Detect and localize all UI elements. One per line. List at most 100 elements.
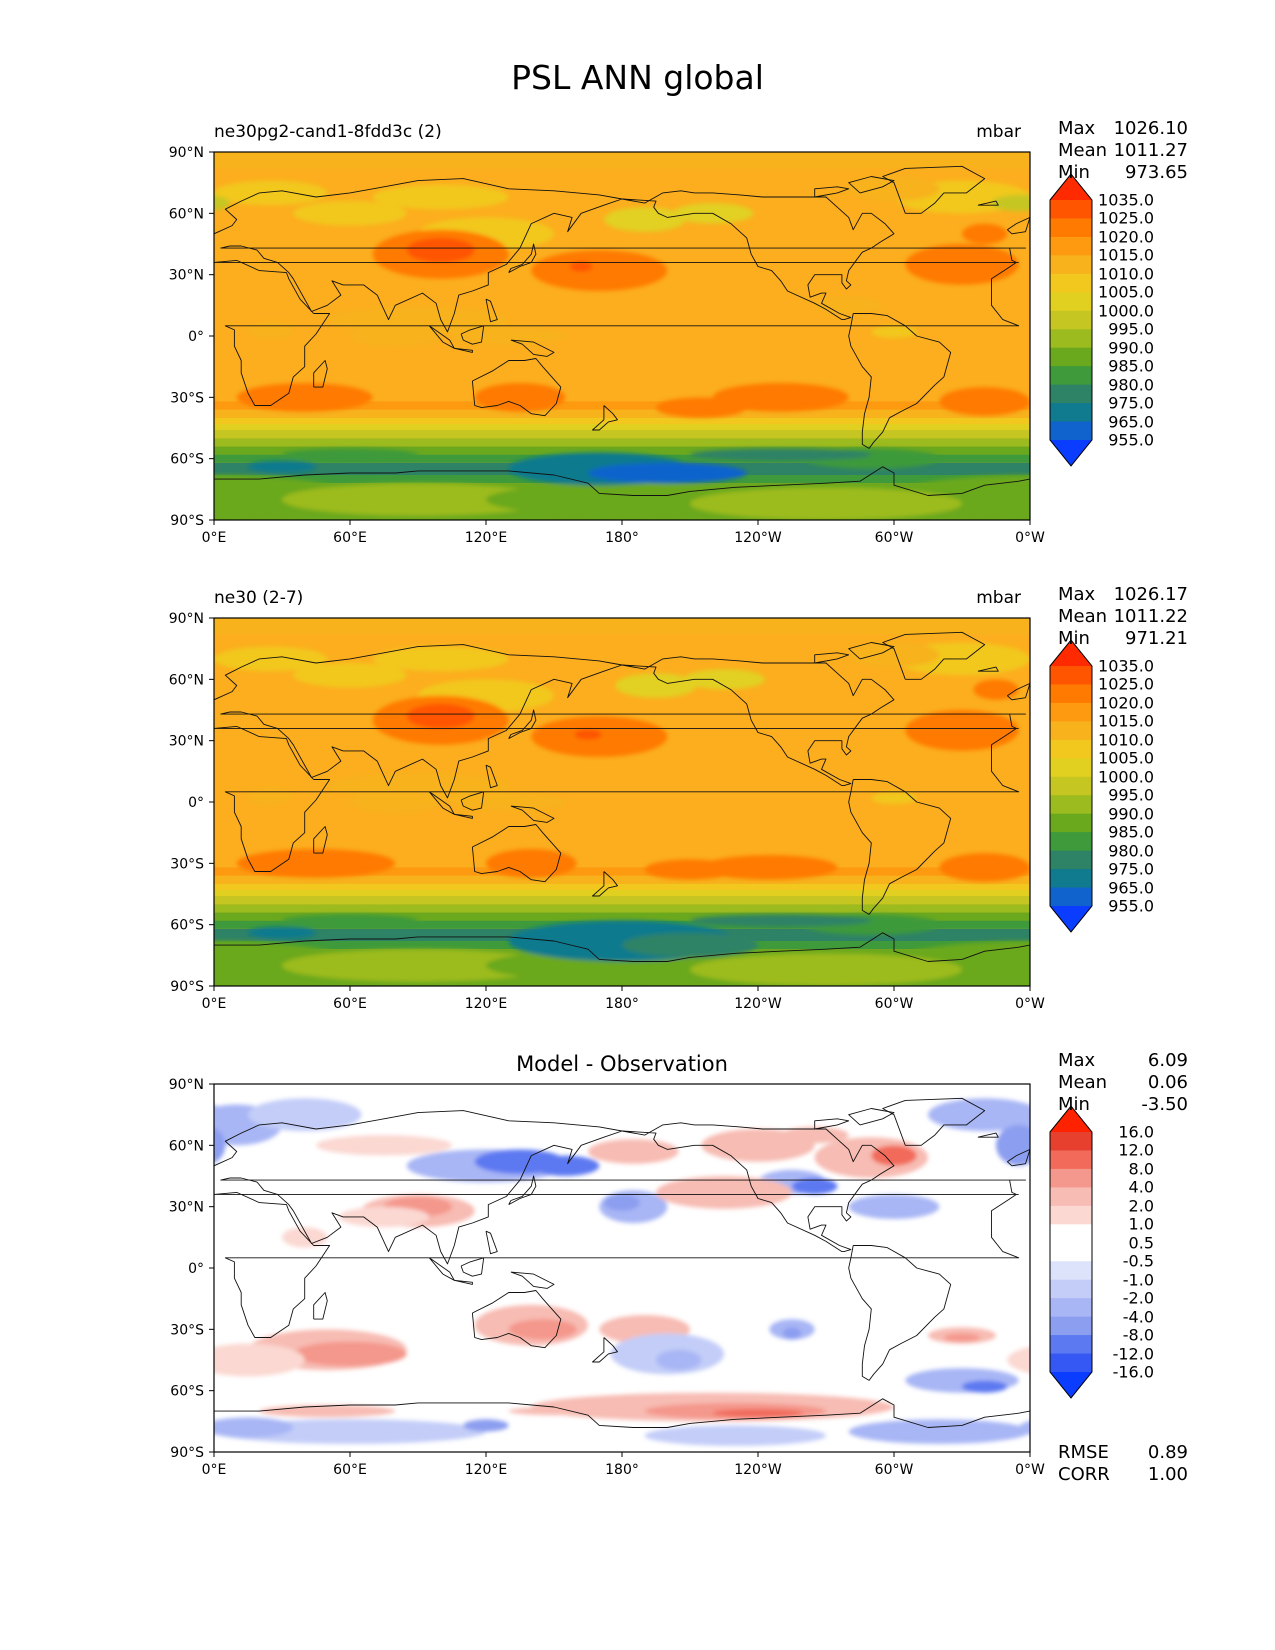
field-feature	[588, 1139, 679, 1164]
x-tick-label: 120°E	[465, 996, 508, 1012]
y-tick-label: 60°N	[169, 672, 204, 688]
field-feature	[1007, 1346, 1030, 1374]
field-feature	[939, 853, 1030, 882]
colorbar-segment	[1050, 832, 1092, 852]
colorbar-tick-label: 1010.0	[1098, 730, 1154, 750]
colorbar-tick-label: 1015.0	[1098, 711, 1154, 731]
field-feature	[214, 195, 230, 211]
colorbar-segment	[1050, 236, 1092, 256]
field-feature	[214, 1417, 294, 1438]
stat-max: Max 1026.17	[1058, 584, 1188, 605]
colorbar	[1049, 1105, 1093, 1399]
coastline	[428, 325, 455, 349]
field-feature	[848, 1194, 940, 1219]
field-feature	[463, 1419, 509, 1432]
colorbar-segment	[1050, 255, 1092, 275]
colorbar-outline	[1049, 1105, 1093, 1399]
x-tick-label: 0°E	[202, 530, 227, 546]
coastline	[1007, 682, 1030, 701]
colorbar-tick-label: 1005.0	[1098, 748, 1154, 768]
colorbar-segment	[1050, 1242, 1092, 1262]
colorbar-segment	[1050, 1224, 1092, 1244]
field-feature	[338, 1206, 430, 1228]
x-tick-label: 120°W	[734, 530, 782, 546]
colorbar-tick-label: 995.0	[1108, 785, 1154, 805]
field-feature	[792, 1178, 838, 1195]
coastline	[313, 1292, 328, 1320]
colorbar-tick-label: 1005.0	[1098, 282, 1154, 302]
y-tick-label: 30°S	[170, 1322, 204, 1338]
field-band	[214, 430, 1030, 439]
panel-units: mbar	[976, 588, 1021, 608]
field-feature	[871, 791, 917, 804]
colorbar-extend-max	[1050, 640, 1092, 666]
field-feature	[574, 729, 602, 740]
error-stats-block: RMSE 0.89 CORR 1.00	[1058, 1442, 1188, 1486]
x-tick-label: 180°	[605, 530, 639, 546]
field-feature	[350, 791, 441, 813]
colorbar-tick-label: 1035.0	[1098, 190, 1154, 210]
colorbar-outline	[1049, 173, 1093, 467]
coastline	[977, 666, 999, 672]
y-tick-label: 90°N	[169, 1077, 204, 1093]
coastline	[848, 642, 895, 660]
field-feature	[690, 448, 872, 461]
field-band	[214, 446, 1030, 455]
field-feature	[712, 383, 849, 412]
panel-reference: 0°E 60°E 120°E 180° 120°W 60°W 0°W 90°N 60°N 30°N…	[0, 584, 1275, 1024]
colorbar-segment	[1050, 1150, 1092, 1170]
stats-block: Max 1026.10 Mean 1011.27 Min 973.65	[1058, 118, 1188, 184]
coastline	[621, 656, 895, 787]
y-tick-label: 30°N	[169, 734, 204, 750]
colorbar-segment	[1050, 1132, 1092, 1152]
field-band	[214, 912, 1030, 921]
colorbar-segment	[1050, 310, 1092, 330]
colorbar-segment	[1050, 329, 1092, 349]
colorbar-tick-label: 1.0	[1128, 1214, 1154, 1234]
colorbar-segment	[1050, 1335, 1092, 1355]
coastline	[508, 709, 537, 739]
coastline	[214, 1398, 1030, 1428]
coastline	[848, 779, 952, 915]
colorbar-outline	[1049, 639, 1093, 933]
coastline	[882, 631, 986, 680]
field-feature	[939, 387, 1030, 416]
coastlines	[214, 631, 1030, 962]
coastline	[848, 1245, 952, 1381]
colorbar-tick-label: -0.5	[1122, 1251, 1154, 1271]
colorbar-segment	[1050, 887, 1092, 907]
x-tick-label: 60°E	[333, 530, 367, 546]
coastline	[621, 1122, 895, 1253]
field-feature	[214, 1127, 226, 1163]
colorbar-extend-min	[1050, 906, 1092, 932]
stat-rmse: RMSE 0.89	[1058, 1442, 1188, 1463]
coastline	[510, 805, 555, 823]
colorbar-segment	[1050, 292, 1092, 312]
colorbar-tick-label: 2.0	[1128, 1196, 1154, 1216]
coastline	[214, 932, 1030, 962]
coastline	[454, 813, 473, 819]
field-band	[214, 904, 1030, 913]
field-feature	[603, 1194, 641, 1211]
field-feature	[282, 448, 418, 461]
field-feature	[33, 1419, 214, 1444]
y-tick-label: 90°S	[170, 513, 204, 529]
field-band	[214, 889, 1030, 897]
colorbar-segment	[1050, 684, 1092, 704]
field-feature	[372, 184, 509, 210]
x-tick-label: 0°W	[1015, 1462, 1045, 1478]
field-feature	[474, 383, 566, 412]
y-tick-label: 90°N	[169, 611, 204, 627]
stat-mean: Mean 1011.27	[1058, 140, 1188, 161]
map-panel-svg: 0°E 60°E 120°E 180° 120°W 60°W 0°W 90°N 60°N 30°N…	[169, 611, 1093, 1012]
colorbar-tick-label: 12.0	[1118, 1140, 1154, 1160]
coastline	[471, 1290, 562, 1349]
field-feature	[508, 1407, 600, 1416]
colorbar-tick-label: 985.0	[1108, 822, 1154, 842]
field-feature	[644, 1425, 826, 1446]
coastline	[471, 824, 562, 883]
colorbar-segment	[1050, 347, 1092, 367]
field-feature	[871, 1145, 917, 1166]
colorbar-tick-label: 990.0	[1108, 338, 1154, 358]
colorbar-segment	[1050, 1353, 1092, 1373]
